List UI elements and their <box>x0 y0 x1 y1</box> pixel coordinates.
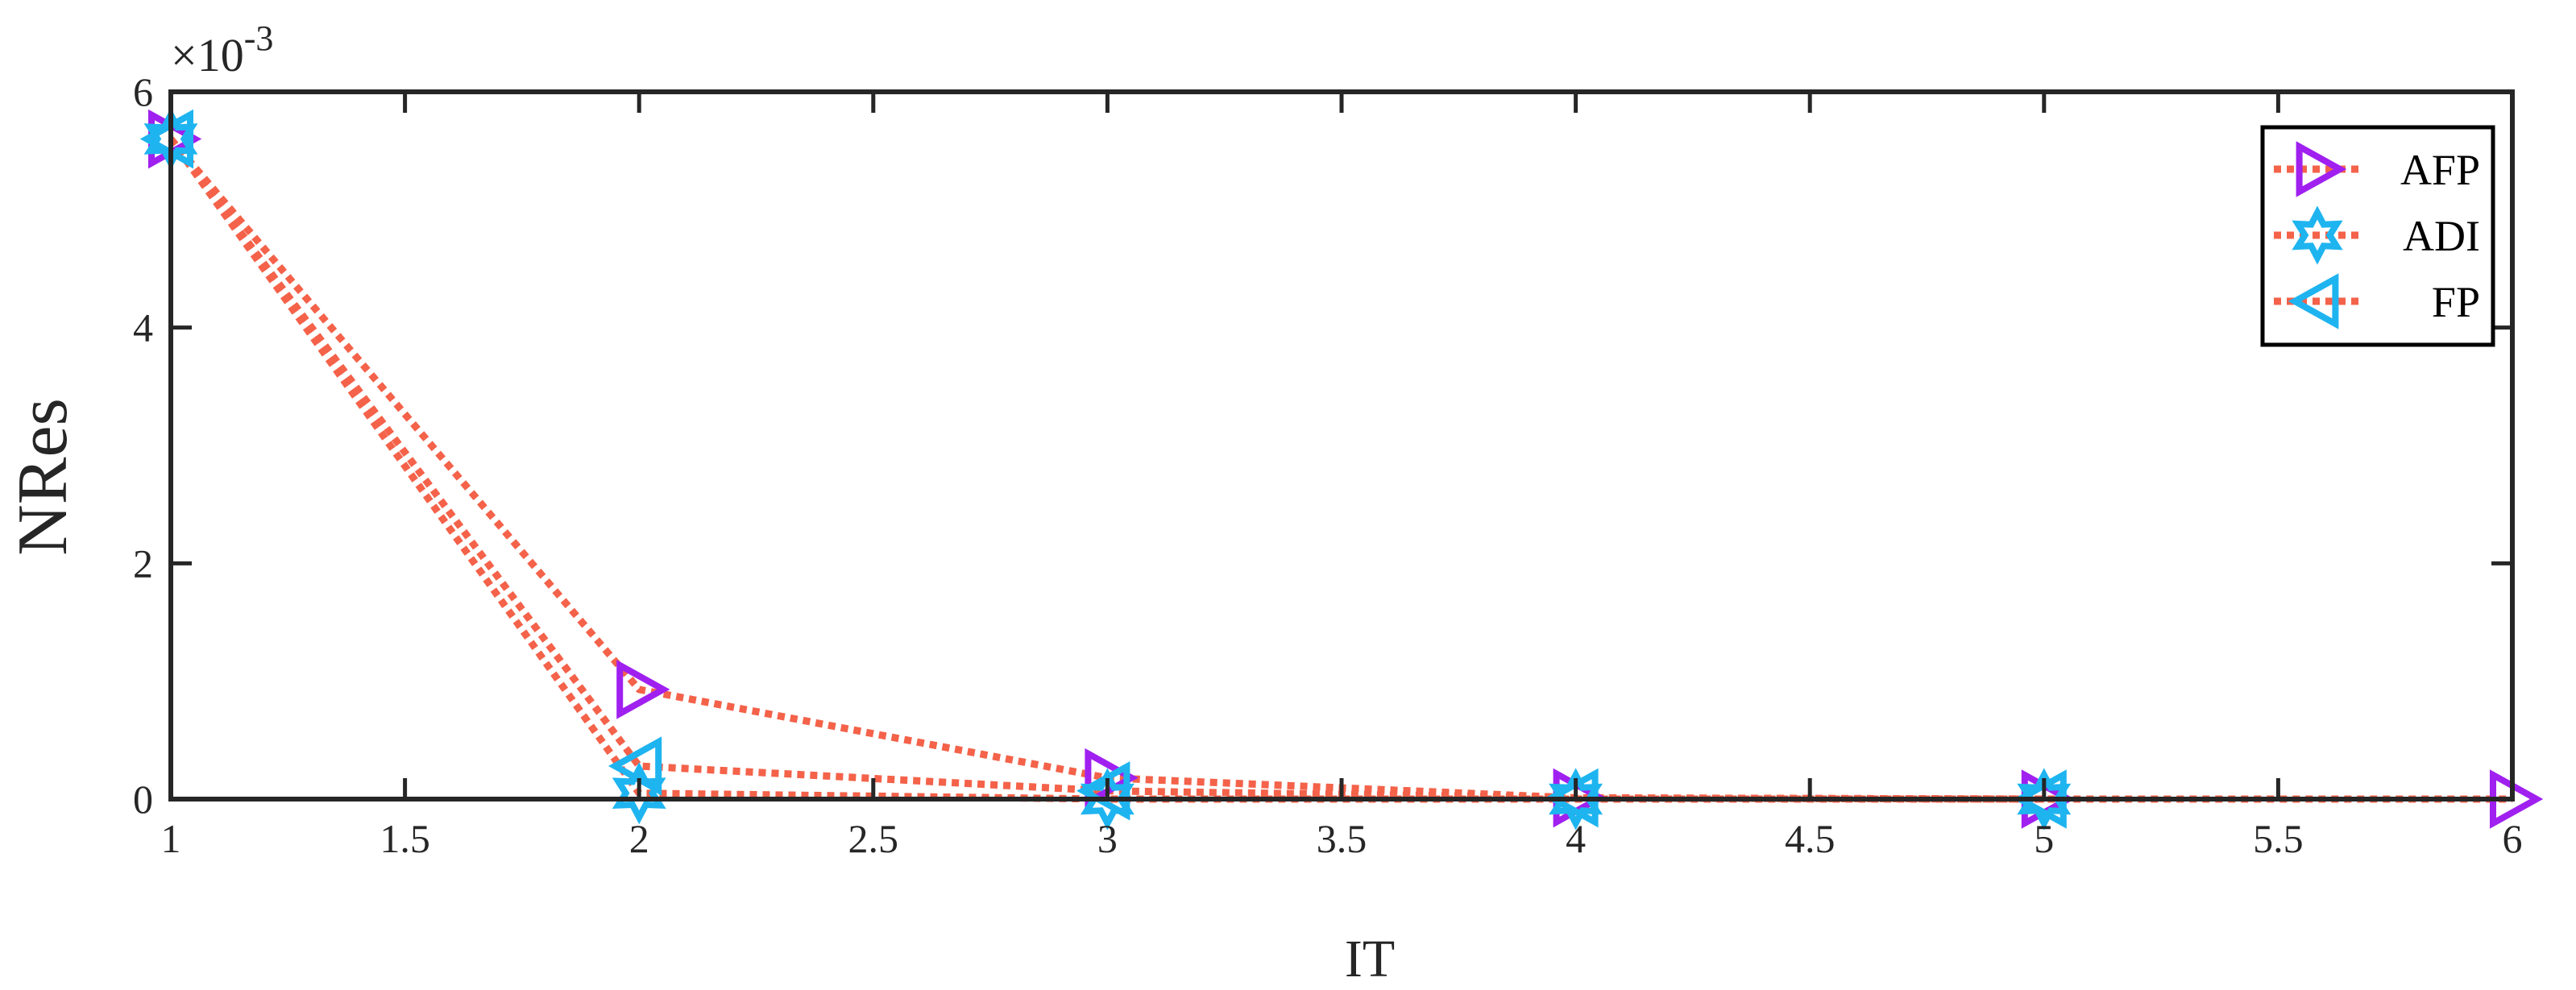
y-exponent-power: -3 <box>244 19 274 58</box>
legend-marker-adi <box>2292 205 2343 265</box>
x-tick-label: 1 <box>161 816 181 861</box>
y-tick-label: 6 <box>133 69 153 114</box>
y-tick-label: 4 <box>133 305 153 350</box>
x-tick-label: 6 <box>2503 816 2523 861</box>
x-tick-label: 1.5 <box>380 816 430 861</box>
x-tick-label: 4 <box>1566 816 1586 861</box>
legend-marker-afp <box>2296 141 2347 197</box>
legend-label-afp: AFP <box>2400 146 2480 194</box>
x-tick-label: 3.5 <box>1317 816 1367 861</box>
legend: AFP ADI FP <box>2260 125 2495 347</box>
data-point-afp <box>1085 748 1139 808</box>
y-tick-label: 2 <box>133 541 153 586</box>
x-tick-label: 2.5 <box>848 816 899 861</box>
legend-label-fp: FP <box>2432 278 2480 326</box>
x-tick-label: 3 <box>1097 816 1118 861</box>
data-point-fp <box>1076 760 1130 821</box>
legend-marker-fp <box>2288 273 2339 329</box>
x-tick-label: 4.5 <box>1785 816 1836 861</box>
data-point-fp <box>608 736 662 796</box>
legend-label-adi: ADI <box>2403 212 2480 260</box>
x-axis-title: IT <box>1345 930 1395 988</box>
y-axis-title: NRes <box>4 398 82 556</box>
y-exponent-label: ×10-3 <box>171 19 273 81</box>
ticks-layer: 1 1.5 2 2.5 3 3.5 4 4.5 5 5.5 6 0 2 4 6 <box>133 69 2523 861</box>
data-point-afp <box>616 660 670 719</box>
x-tick-label: 5.5 <box>2253 816 2304 861</box>
y-tick-label: 0 <box>133 777 153 822</box>
x-tick-label: 5 <box>2034 816 2054 861</box>
x-tick-label: 2 <box>629 816 649 861</box>
